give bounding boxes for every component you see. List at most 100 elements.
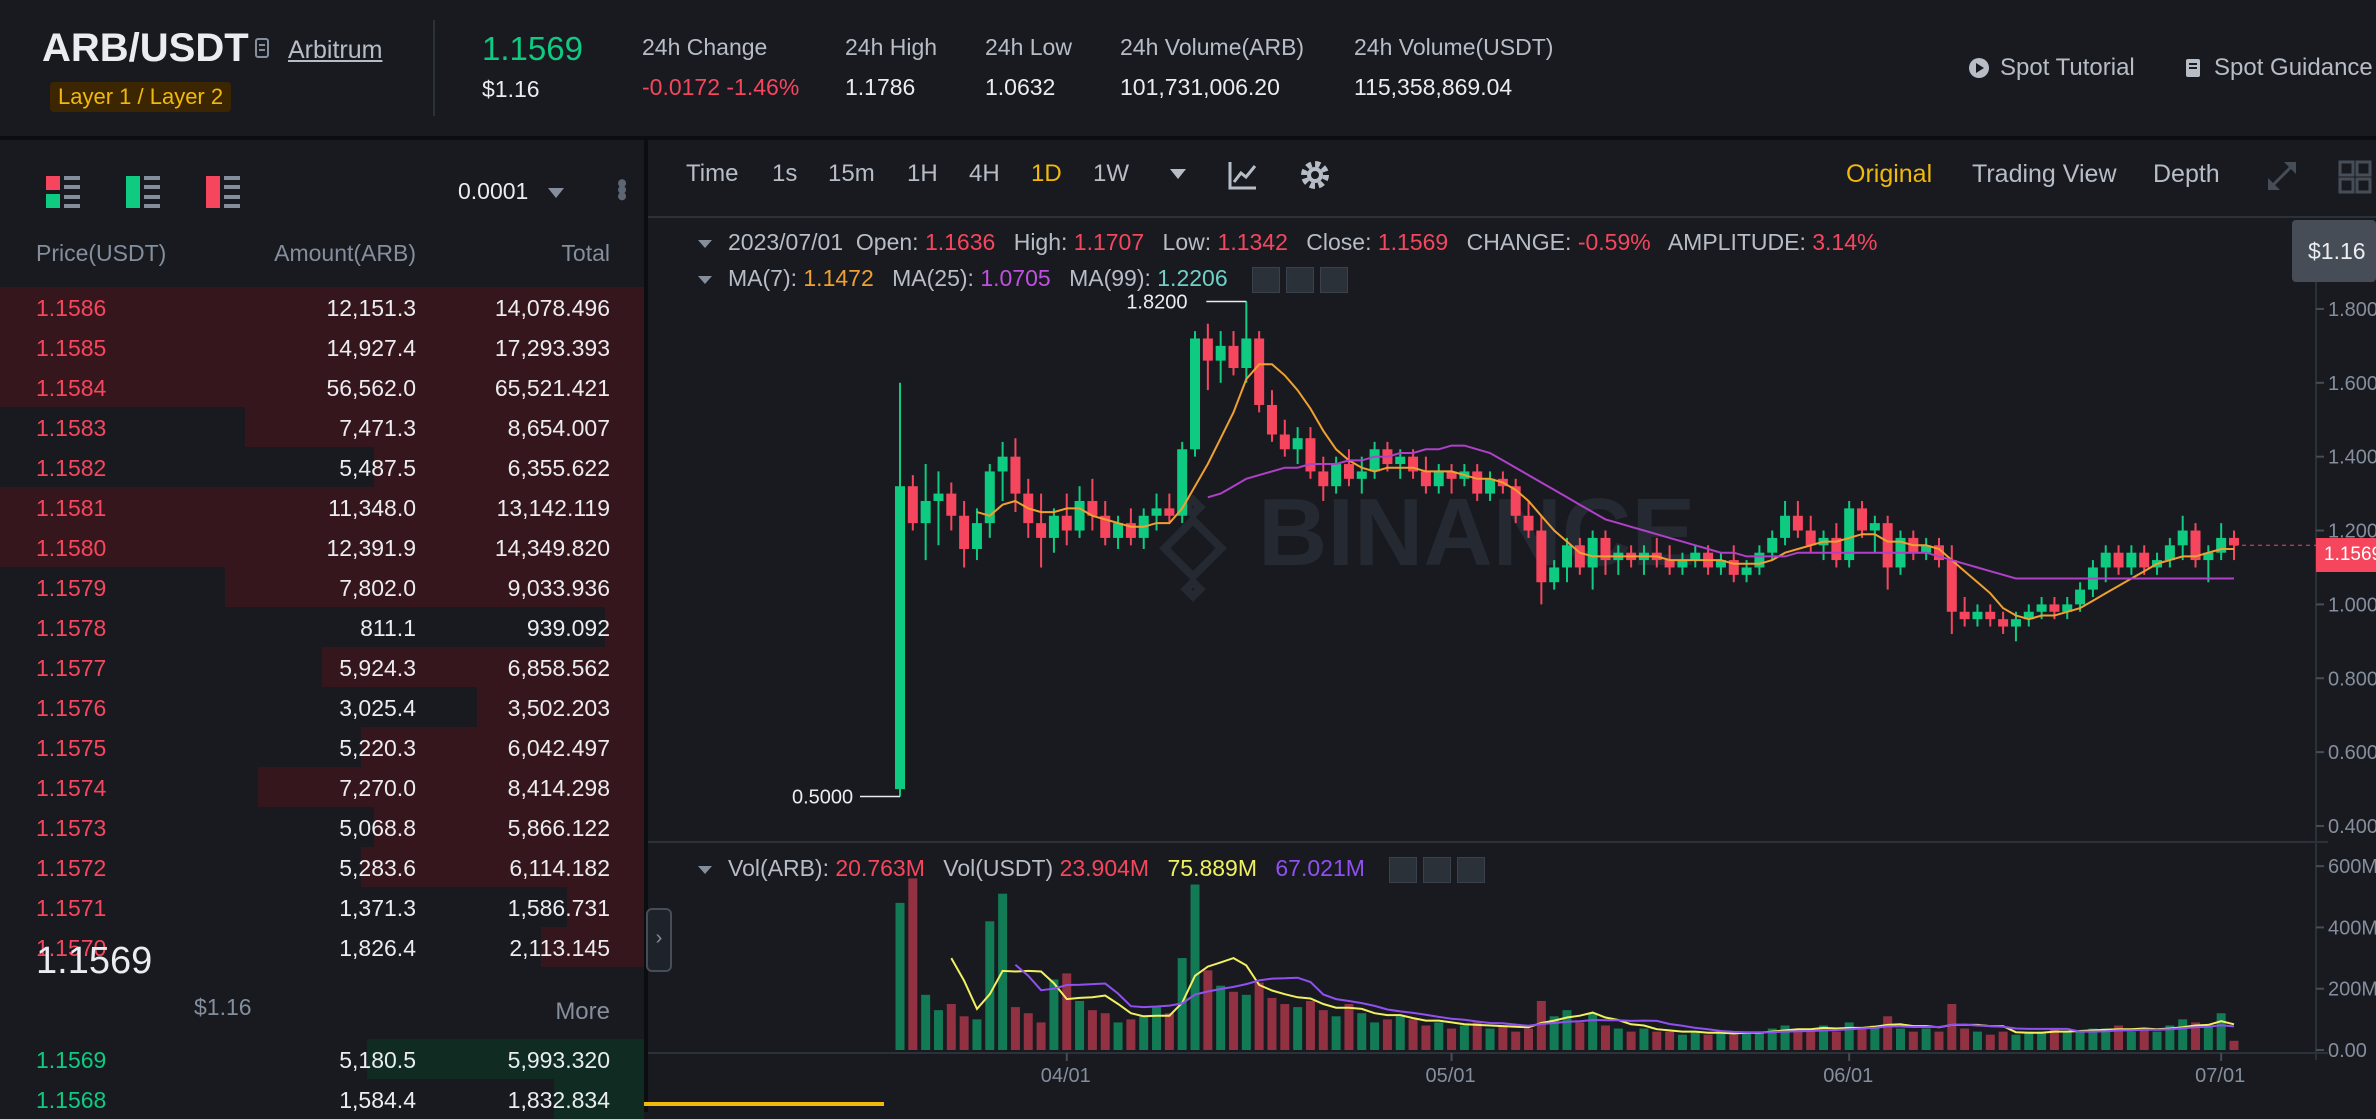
row-price: 1.1572 <box>36 855 107 881</box>
candle-body <box>1972 611 1983 620</box>
bid-row[interactable]: 1.1569 5,180.5 5,993.320 <box>0 1039 644 1079</box>
volume-bar <box>2024 1031 2034 1050</box>
vol-arb-label: Vol(ARB): <box>728 855 829 881</box>
tick-size-select[interactable]: 0.0001 <box>458 178 529 204</box>
interval-time[interactable]: Time <box>686 160 739 187</box>
loading-bar <box>644 1102 884 1106</box>
ask-row[interactable]: 1.1572 5,283.6 6,114.182 <box>0 847 644 887</box>
bid-row[interactable]: 1.1568 1,584.4 1,832.834 <box>0 1079 644 1119</box>
candle-body <box>920 500 931 524</box>
more-intervals-caret-icon[interactable] <box>1169 168 1187 180</box>
vol-eye-icon[interactable] <box>1389 856 1418 883</box>
collapse-caret-icon[interactable] <box>698 239 712 248</box>
ask-row[interactable]: 1.1581 11,348.0 13,142.119 <box>0 487 644 527</box>
candle-body <box>1715 560 1726 568</box>
ma7-label: MA(7): <box>728 265 797 291</box>
row-total: 5,993.320 <box>507 1047 610 1073</box>
row-total: 6,042.497 <box>507 735 610 761</box>
price-tick-label: 1.4000 <box>2328 447 2376 469</box>
candle-body <box>1036 523 1047 538</box>
interval-1s[interactable]: 1s <box>772 160 798 187</box>
more-options-icon[interactable]: ••• <box>605 178 638 198</box>
candle-body <box>1933 545 1944 561</box>
sell-side-view-icon[interactable] <box>206 176 242 210</box>
ma-collapse-caret-icon[interactable] <box>698 275 712 284</box>
ask-row[interactable]: 1.1582 5,487.5 6,355.622 <box>0 447 644 487</box>
candle-body <box>1587 537 1598 568</box>
row-price: 1.1574 <box>36 775 107 801</box>
volume-bar <box>2062 1031 2072 1050</box>
category-tag[interactable]: Layer 1 / Layer 2 <box>50 82 232 112</box>
view-original[interactable]: Original <box>1846 160 1933 188</box>
ask-row[interactable]: 1.1574 7,270.0 8,414.298 <box>0 767 644 807</box>
more-link[interactable]: More <box>555 998 610 1025</box>
vol-collapse-caret-icon[interactable] <box>698 865 712 874</box>
mid-price-usd: $1.16 <box>194 994 252 1020</box>
volume-tick-label: 600M <box>2328 856 2376 878</box>
ask-row[interactable]: 1.1580 12,391.9 14,349.820 <box>0 527 644 567</box>
volume-bar <box>1421 1025 1431 1050</box>
ask-row[interactable]: 1.1577 5,924.3 6,858.562 <box>0 647 644 687</box>
ma-settings-icon[interactable] <box>1286 266 1315 293</box>
indicators-icon[interactable] <box>1228 160 1258 190</box>
candle-body <box>1087 500 1098 516</box>
ask-row[interactable]: 1.1579 7,802.0 9,033.936 <box>0 567 644 607</box>
price-chart[interactable]: BINANCE1.80001.60001.40001.20001.00000.8… <box>648 220 2376 1112</box>
ma-eye-icon[interactable] <box>1252 266 1281 293</box>
interval-4h[interactable]: 4H <box>969 160 1000 187</box>
volume-tick-label: 400M <box>2328 917 2376 939</box>
gear-icon[interactable] <box>1299 159 1331 191</box>
both-sides-view-icon[interactable] <box>46 176 82 210</box>
volume-bar <box>1806 1031 1816 1050</box>
fullscreen-icon[interactable] <box>2266 160 2298 192</box>
volume-bar <box>1293 1007 1303 1050</box>
chain-link[interactable]: Arbitrum <box>288 36 383 64</box>
spot-guidance-button[interactable]: Spot Guidance <box>2182 54 2373 82</box>
stat-label-vol-usdt: 24h Volume(USDT) <box>1354 34 1554 60</box>
candle-body <box>1048 515 1059 538</box>
layout-grid-icon[interactable] <box>2338 160 2372 194</box>
ask-row[interactable]: 1.1586 12,151.3 14,078.496 <box>0 287 644 327</box>
low-label: Low: <box>1162 229 1212 255</box>
ask-row[interactable]: 1.1583 7,471.3 8,654.007 <box>0 407 644 447</box>
ask-row[interactable]: 1.1575 5,220.3 6,042.497 <box>0 727 644 767</box>
buy-side-view-icon[interactable] <box>126 176 162 210</box>
vol-legend: Vol(ARB): 20.763M Vol(USDT) 23.904M 75.8… <box>698 855 1486 883</box>
volume-bar <box>1716 1031 1726 1050</box>
interval-1d[interactable]: 1D <box>1031 160 1062 187</box>
expand-panel-button[interactable]: › <box>646 908 672 972</box>
vol-close-icon[interactable] <box>1457 856 1486 883</box>
volume-bar <box>1665 1031 1675 1050</box>
tick-size-caret-icon[interactable] <box>548 188 564 198</box>
candle-body <box>1061 515 1072 531</box>
pair-title[interactable]: ARB/USDT <box>42 26 249 70</box>
candle-body <box>1215 345 1226 361</box>
stat-value-vol-usdt: 115,358,869.04 <box>1354 74 1513 100</box>
volume-bar <box>1985 1034 1995 1050</box>
ask-row[interactable]: 1.1573 5,068.8 5,866.122 <box>0 807 644 847</box>
ask-row[interactable]: 1.1571 1,371.3 1,586.731 <box>0 887 644 927</box>
ask-row[interactable]: 1.1576 3,025.4 3,502.203 <box>0 687 644 727</box>
volume-bar <box>1434 1022 1444 1050</box>
candle-body <box>2075 589 2086 605</box>
candle-body <box>1010 456 1021 494</box>
ask-row[interactable]: 1.1570 1,826.4 2,113.145 <box>0 927 644 967</box>
spot-tutorial-button[interactable]: Spot Tutorial <box>1968 54 2135 82</box>
time-tick-label: 04/01 <box>1041 1065 1091 1087</box>
volume-bar <box>1677 1034 1687 1050</box>
volume-bar <box>1370 1022 1380 1050</box>
row-price: 1.1571 <box>36 895 107 921</box>
volume-ma-fast-line <box>950 957 2235 1035</box>
ask-row[interactable]: 1.1584 56,562.0 65,521.421 <box>0 367 644 407</box>
ask-row[interactable]: 1.1585 14,927.4 17,293.393 <box>0 327 644 367</box>
view-depth[interactable]: Depth <box>2153 160 2220 188</box>
interval-1h[interactable]: 1H <box>907 160 938 187</box>
vol-settings-icon[interactable] <box>1423 856 1452 883</box>
ask-row[interactable]: 1.1578 811.1 939.092 <box>0 607 644 647</box>
view-trading-view[interactable]: Trading View <box>1972 160 2117 188</box>
ma25-line <box>1207 444 2234 580</box>
interval-1w[interactable]: 1W <box>1093 160 1129 187</box>
ma-close-icon[interactable] <box>1320 266 1349 293</box>
candle-body <box>1343 464 1354 479</box>
interval-15m[interactable]: 15m <box>828 160 875 187</box>
